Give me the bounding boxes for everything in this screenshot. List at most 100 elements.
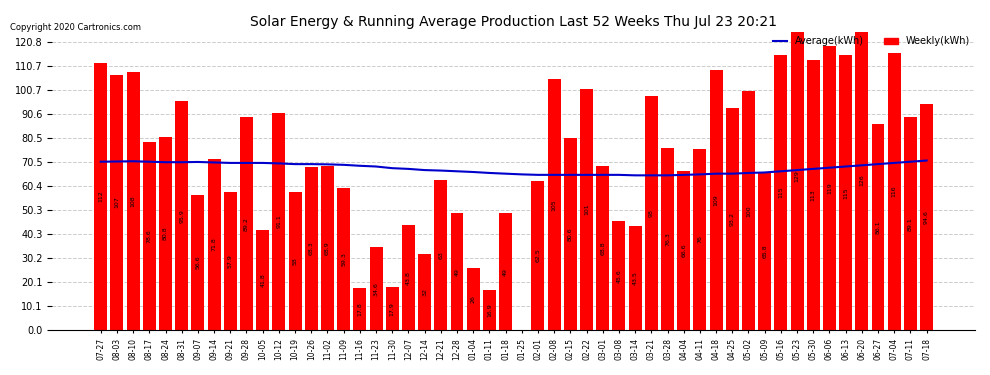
Bar — [855, 29, 868, 330]
Text: 16.9: 16.9 — [487, 303, 492, 317]
Bar — [661, 148, 674, 330]
Text: 68.8: 68.8 — [600, 241, 605, 255]
Text: 107: 107 — [115, 196, 120, 208]
Text: 43.5: 43.5 — [633, 271, 638, 285]
Bar — [823, 46, 836, 330]
Text: 45.6: 45.6 — [617, 269, 622, 282]
Text: 93.2: 93.2 — [730, 212, 735, 226]
Bar — [143, 142, 155, 330]
Bar — [127, 72, 140, 330]
Bar — [758, 173, 771, 330]
Bar — [305, 167, 318, 330]
Bar — [435, 180, 447, 330]
Text: 68.9: 68.9 — [325, 241, 330, 255]
Legend: Average(kWh), Weekly(kWh): Average(kWh), Weekly(kWh) — [769, 33, 974, 50]
Text: 76.3: 76.3 — [665, 232, 670, 246]
Text: 49: 49 — [454, 268, 459, 276]
Text: 100: 100 — [746, 205, 751, 216]
Title: Solar Energy & Running Average Production Last 52 Weeks Thu Jul 23 20:21: Solar Energy & Running Average Productio… — [250, 15, 777, 29]
Text: 56.6: 56.6 — [195, 256, 200, 269]
Bar — [240, 117, 253, 330]
Bar — [338, 189, 350, 330]
Text: 80.8: 80.8 — [163, 227, 168, 240]
Text: 108: 108 — [131, 195, 136, 207]
Text: 86.1: 86.1 — [875, 220, 880, 234]
Bar — [111, 75, 124, 330]
Text: 17.8: 17.8 — [357, 302, 362, 316]
Bar — [871, 124, 884, 330]
Text: 62.5: 62.5 — [536, 249, 541, 262]
Bar — [369, 248, 382, 330]
Bar — [353, 288, 366, 330]
Text: 113: 113 — [811, 189, 816, 201]
Text: 68.3: 68.3 — [309, 242, 314, 255]
Text: 66.6: 66.6 — [681, 244, 686, 257]
Text: 115: 115 — [778, 187, 783, 198]
Text: 17.9: 17.9 — [390, 302, 395, 316]
Bar — [499, 213, 512, 330]
Bar — [580, 89, 593, 330]
Bar — [904, 117, 917, 330]
Bar — [483, 290, 496, 330]
Bar — [596, 166, 609, 330]
Text: 109: 109 — [714, 194, 719, 206]
Bar — [693, 148, 707, 330]
Text: 43.8: 43.8 — [406, 271, 411, 285]
Text: 57.9: 57.9 — [228, 254, 233, 268]
Bar — [644, 96, 657, 330]
Bar — [613, 221, 626, 330]
Text: 78.6: 78.6 — [147, 230, 151, 243]
Text: Copyright 2020 Cartronics.com: Copyright 2020 Cartronics.com — [10, 23, 141, 32]
Text: 58: 58 — [293, 257, 298, 265]
Bar — [450, 213, 463, 330]
Bar — [742, 91, 755, 330]
Text: 126: 126 — [859, 174, 864, 186]
Bar — [547, 80, 560, 330]
Text: 26: 26 — [470, 295, 475, 303]
Bar — [418, 254, 431, 330]
Bar — [677, 171, 690, 330]
Bar — [94, 63, 107, 330]
Text: 59.3: 59.3 — [342, 252, 346, 266]
Bar — [175, 101, 188, 330]
Text: 34.6: 34.6 — [373, 282, 378, 296]
Bar — [726, 108, 739, 330]
Text: 101: 101 — [584, 204, 589, 215]
Text: 76: 76 — [697, 236, 702, 243]
Bar — [629, 226, 642, 330]
Text: 105: 105 — [551, 199, 556, 210]
Text: 80.6: 80.6 — [568, 227, 573, 241]
Bar — [208, 159, 221, 330]
Text: 129: 129 — [795, 170, 800, 182]
Text: 91.1: 91.1 — [276, 214, 281, 228]
Text: 112: 112 — [98, 190, 103, 202]
Bar — [224, 192, 237, 330]
Bar — [710, 70, 723, 330]
Text: 89.1: 89.1 — [908, 217, 913, 231]
Text: 116: 116 — [892, 186, 897, 197]
Text: 98: 98 — [648, 209, 653, 217]
Bar — [272, 112, 285, 330]
Bar — [191, 195, 204, 330]
Bar — [402, 225, 415, 330]
Text: 115: 115 — [843, 187, 848, 199]
Text: 71.8: 71.8 — [212, 237, 217, 251]
Bar — [920, 104, 933, 330]
Bar — [791, 22, 804, 330]
Text: 49: 49 — [503, 268, 508, 276]
Bar — [159, 137, 172, 330]
Text: 65.8: 65.8 — [762, 245, 767, 258]
Bar — [532, 181, 544, 330]
Bar — [807, 60, 820, 330]
Text: 41.8: 41.8 — [260, 273, 265, 287]
Bar — [466, 268, 480, 330]
Text: 89.2: 89.2 — [244, 217, 249, 231]
Bar — [321, 165, 334, 330]
Bar — [840, 56, 852, 330]
Bar — [564, 138, 577, 330]
Bar — [256, 230, 269, 330]
Text: 119: 119 — [827, 182, 832, 194]
Bar — [386, 287, 399, 330]
Text: 63: 63 — [439, 251, 444, 259]
Text: 32: 32 — [422, 288, 427, 296]
